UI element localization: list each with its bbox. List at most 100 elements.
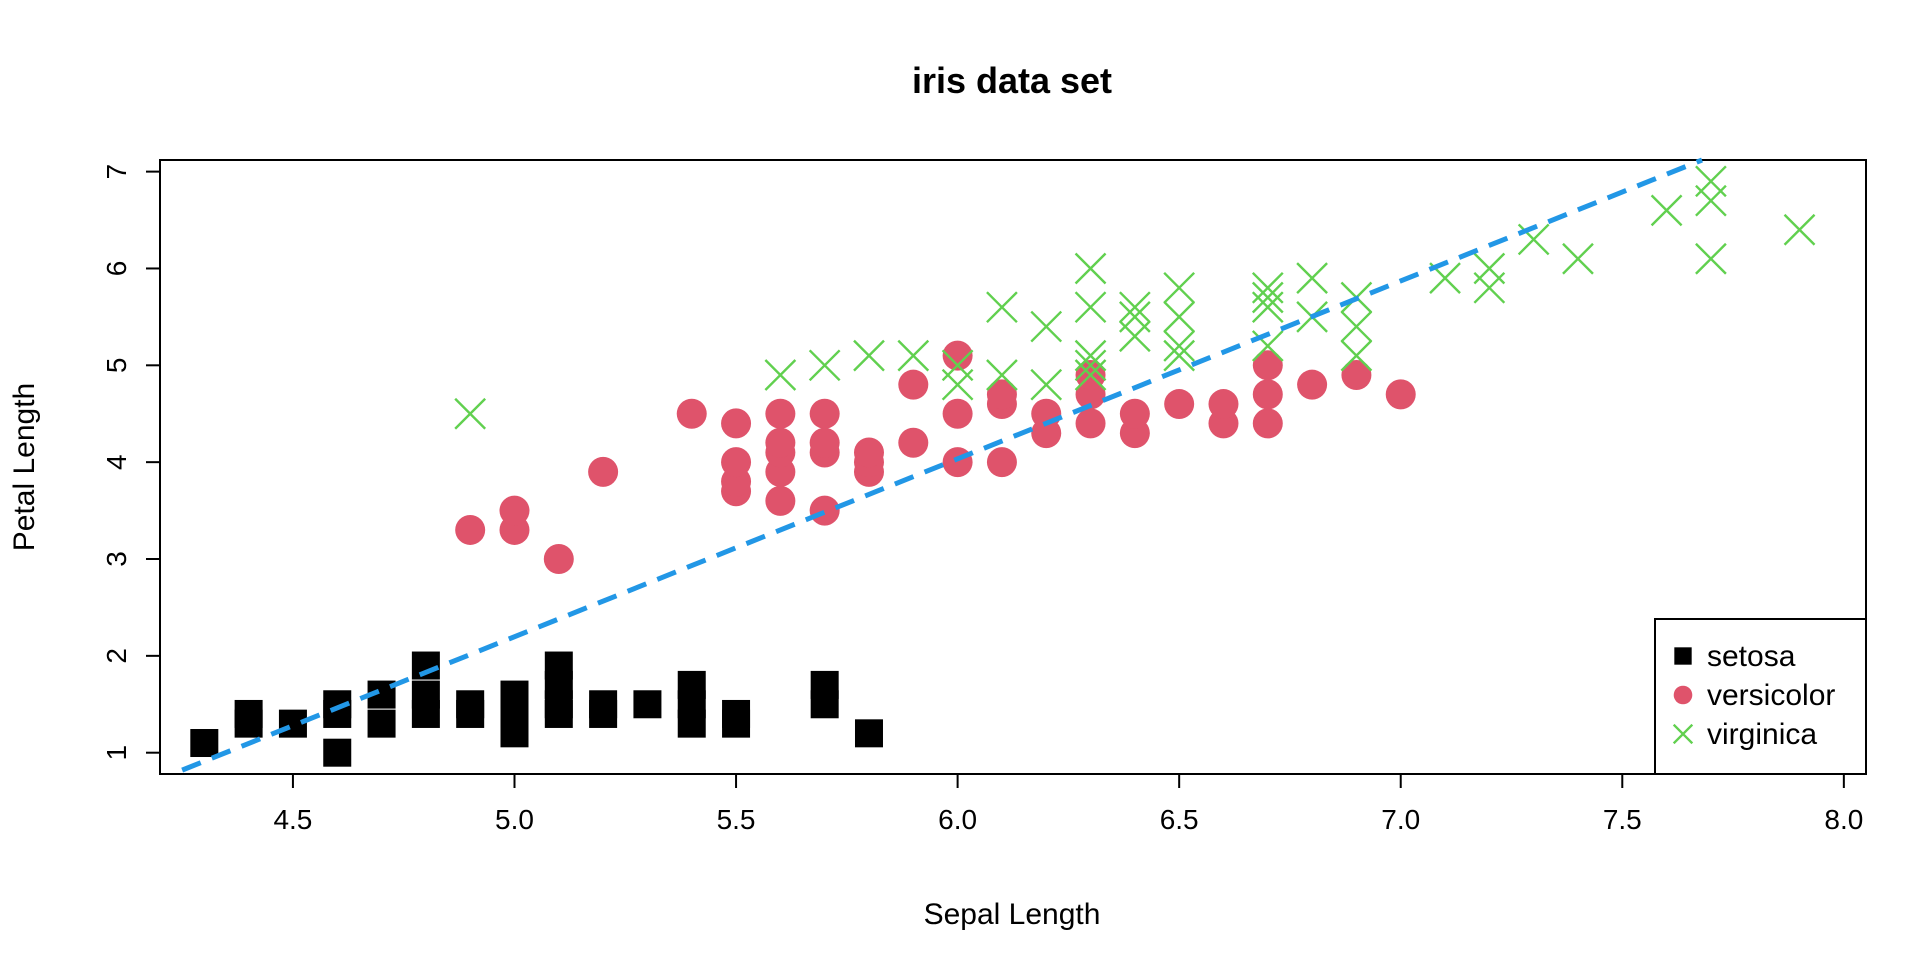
setosa-point (411, 651, 440, 680)
versicolor-point (1119, 398, 1150, 429)
versicolor-point (1252, 379, 1283, 410)
setosa-point (500, 680, 529, 709)
trend-line (181, 157, 1703, 773)
x-tick-label: 5.5 (717, 804, 756, 835)
virginica-point (1783, 213, 1816, 246)
virginica-point (1163, 330, 1196, 362)
setosa-point (323, 738, 352, 767)
y-tick-label: 6 (101, 261, 132, 277)
setosa-point (677, 670, 706, 699)
chart-title: iris data set (912, 60, 1112, 101)
versicolor-point (676, 398, 707, 429)
virginica-point (1163, 271, 1196, 304)
y-tick-label: 4 (101, 454, 132, 470)
virginica-point (853, 339, 885, 372)
virginica-point (1030, 310, 1063, 343)
virginica-point (764, 359, 797, 391)
setosa-point (190, 729, 219, 758)
y-tick-label: 2 (101, 648, 132, 664)
trend-layer (181, 157, 1703, 773)
setosa-point (854, 719, 883, 748)
versicolor-point (765, 427, 796, 458)
x-tick-label: 8.0 (1824, 804, 1863, 835)
y-tick-label: 1 (101, 745, 132, 761)
series-layer (190, 165, 1816, 767)
y-tick-label: 7 (101, 164, 132, 180)
virginica-point (1562, 242, 1594, 275)
versicolor-point (809, 427, 840, 458)
legend-label: versicolor (1707, 679, 1835, 712)
versicolor-point (809, 495, 840, 526)
series-setosa (190, 651, 883, 767)
x-tick-label: 6.0 (938, 804, 977, 835)
versicolor-point (765, 485, 796, 516)
y-tick-label: 3 (101, 551, 132, 567)
y-tick-label: 5 (101, 358, 132, 374)
x-tick-label: 7.0 (1381, 804, 1420, 835)
legend: setosa versicolor virginica (1654, 618, 1867, 775)
virginica-point (1296, 262, 1328, 294)
virginica-point (1251, 281, 1284, 314)
x-axis: 4.5 5.0 5.5 6.0 6.5 7.0 7.5 8.0 (273, 773, 1863, 835)
x-axis-title: Sepal Length (924, 898, 1101, 931)
virginica-point (808, 349, 841, 382)
versicolor-point (543, 544, 574, 575)
virginica-point (986, 291, 1018, 324)
y-axis-title: Petal Length (8, 383, 41, 551)
versicolor-point (942, 398, 973, 429)
versicolor-point (853, 437, 884, 468)
versicolor-point (721, 408, 752, 439)
virginica-point (1163, 301, 1196, 333)
virginica-point (1074, 291, 1107, 324)
y-axis: 1 2 3 4 5 6 7 (101, 164, 161, 761)
virginica-point (1340, 310, 1373, 343)
versicolor-point (1075, 408, 1106, 439)
versicolor-point (898, 369, 929, 400)
versicolor-point (1208, 389, 1239, 420)
setosa-point (722, 699, 751, 728)
virginica-point (941, 349, 974, 382)
setosa-point (810, 670, 839, 699)
virginica-point (1074, 252, 1107, 285)
setosa-point (633, 690, 662, 719)
versicolor-point (499, 495, 530, 526)
versicolor-point (765, 398, 796, 429)
setosa-point (456, 690, 485, 719)
virginica-point (897, 339, 930, 372)
virginica-point (1695, 165, 1727, 198)
series-versicolor (455, 340, 1416, 575)
versicolor-point (1385, 379, 1416, 410)
x-tick-label: 6.5 (1160, 804, 1199, 835)
versicolor-point (1252, 350, 1283, 381)
versicolor-point (455, 514, 486, 545)
setosa-point (544, 651, 573, 680)
versicolor-point (721, 447, 752, 478)
virginica-point (1695, 242, 1727, 275)
plot-area (181, 157, 1816, 773)
virginica-point (1650, 194, 1683, 227)
virginica-point (1119, 301, 1151, 333)
versicolor-point (942, 340, 973, 371)
x-tick-label: 7.5 (1603, 804, 1642, 835)
virginica-point (1119, 291, 1151, 324)
virginica-point (1163, 339, 1196, 372)
versicolor-point (1164, 389, 1195, 420)
legend-virginica-marker (1672, 723, 1694, 745)
versicolor-point (1341, 359, 1372, 390)
legend-label: virginica (1707, 718, 1817, 751)
versicolor-point (986, 447, 1017, 478)
legend-label: setosa (1707, 640, 1796, 673)
legend-versicolor-marker (1673, 685, 1693, 705)
virginica-point (454, 397, 487, 430)
x-tick-label: 4.5 (273, 804, 312, 835)
virginica-point (986, 359, 1018, 391)
versicolor-point (986, 379, 1017, 410)
setosa-point (411, 680, 440, 709)
setosa-point (589, 690, 618, 719)
virginica-point (1473, 252, 1506, 285)
setosa-point (367, 709, 396, 738)
legend-setosa-marker (1674, 647, 1692, 665)
series-virginica (454, 165, 1816, 430)
virginica-point (1340, 339, 1373, 372)
